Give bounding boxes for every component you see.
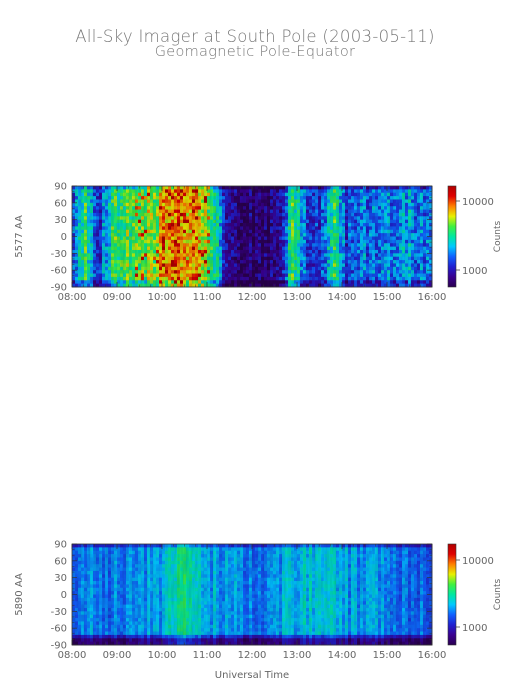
y-tick-label: -90 (51, 283, 67, 294)
colorbar-label: Counts (493, 220, 503, 252)
x-tick-label: 16:00 (418, 292, 447, 303)
x-tick-label: 09:00 (103, 292, 132, 303)
heatmap-cells (72, 186, 433, 288)
x-tick-label: 14:00 (328, 292, 357, 303)
colorbar (447, 185, 457, 288)
y-tick-label: 90 (54, 182, 67, 193)
y-tick-label: 30 (54, 215, 67, 226)
x-tick-label: 12:00 (238, 292, 267, 303)
colorbar-ticks (456, 200, 460, 271)
y-tick-label: -30 (51, 249, 67, 260)
heatmap-panel-5890: 08:00 09:00 10:00 11:00 12:00 13:00 14:00 15:00… (14, 540, 503, 680)
y-tick-label: 0 (61, 232, 67, 243)
x-tick-label: 08:00 (58, 292, 87, 303)
heatmap-panel-5577: 08:00 09:00 10:00 11:00 12:00 13:00 14:00 15:00… (14, 182, 503, 304)
texture-overlay (72, 186, 432, 287)
chart-subtitle: Geomagnetic Pole-Equator (154, 44, 356, 60)
y-tick-label: -60 (51, 266, 67, 277)
x-tick-label: 11:00 (193, 292, 222, 303)
heatmap-cells (72, 544, 433, 646)
y-tick-label: 60 (54, 198, 67, 209)
colorbar-tick-label-10000: 10000 (462, 197, 494, 208)
y-axis-label: 5577 AA (14, 215, 25, 258)
chart-title: All-Sky Imager at South Pole (2003-05-11… (75, 27, 435, 46)
colorbar-tick-label-1000: 1000 (462, 266, 487, 277)
x-tick-label: 15:00 (373, 292, 402, 303)
x-axis: 08:00 09:00 10:00 11:00 12:00 13:00 14:00 15:00… (58, 186, 447, 303)
x-tick-label: 13:00 (283, 292, 312, 303)
y-axis: 90 60 30 0 -30 -60 -90 (51, 182, 432, 294)
x-tick-label: 10:00 (148, 292, 177, 303)
